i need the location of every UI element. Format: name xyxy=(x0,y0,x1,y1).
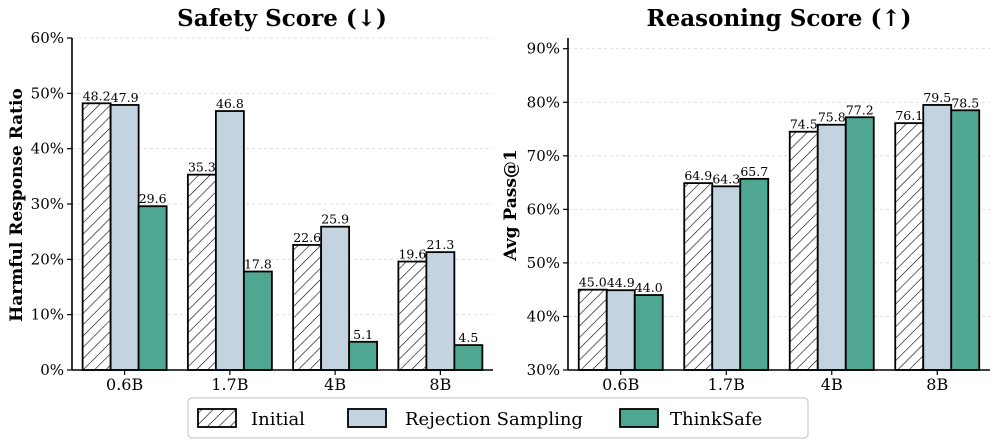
x-tick-label: 1.7B xyxy=(211,375,248,394)
data-label: 22.6 xyxy=(293,230,321,245)
bar-thinksafe xyxy=(739,177,770,371)
data-label: 35.3 xyxy=(188,160,216,175)
bar-rejection-sampling xyxy=(711,185,742,371)
bar-initial xyxy=(788,130,819,371)
bar-thinksafe xyxy=(844,116,875,371)
data-label: 44.0 xyxy=(635,280,663,295)
x-tick-label: 8B xyxy=(429,375,451,394)
data-label: 65.7 xyxy=(740,164,768,179)
legend: Initial Rejection Sampling ThinkSafe xyxy=(187,397,809,439)
bar-initial xyxy=(577,288,608,371)
legend-label-initial: Initial xyxy=(251,409,305,430)
x-tick-label: 4B xyxy=(324,375,346,394)
bar-thinksafe xyxy=(242,270,273,371)
y-tick-label: 20% xyxy=(31,250,64,268)
legend-label-rejection: Rejection Sampling xyxy=(405,409,583,430)
data-label: 46.8 xyxy=(216,96,244,111)
reasoning-chart-ylabel: Avg Pass@1 xyxy=(501,149,521,262)
bar-initial xyxy=(81,102,112,371)
safety-plot-area: 0% 10% 20% 30% 40% 50% 60% 48.2 47.9 29.6 0.6B 35.3… xyxy=(31,29,493,394)
data-label: 78.5 xyxy=(951,95,979,110)
x-tick-label: 1.7B xyxy=(708,375,745,394)
x-tick-label: 0.6B xyxy=(602,375,639,394)
safety-chart: Safety Score (↓) Harmful Response Ratio … xyxy=(7,5,493,394)
data-label: 76.1 xyxy=(895,108,923,123)
bar-initial xyxy=(292,244,323,371)
y-tick-label: 90% xyxy=(527,40,560,58)
bar-rejection-sampling xyxy=(109,104,140,371)
y-tick-label: 30% xyxy=(527,361,560,379)
legend-label-thinksafe: ThinkSafe xyxy=(670,409,762,430)
data-label: 47.9 xyxy=(111,90,139,105)
y-tick-label: 80% xyxy=(527,93,560,111)
data-label: 4.5 xyxy=(458,330,478,345)
bar-thinksafe xyxy=(950,109,981,371)
reasoning-chart-title: Reasoning Score (↑) xyxy=(647,5,912,32)
y-tick-label: 10% xyxy=(31,306,64,324)
reasoning-chart: Reasoning Score (↑) Avg Pass@1 30% 40% 50%… xyxy=(501,5,990,394)
bar-initial xyxy=(683,182,714,371)
x-tick-label: 0.6B xyxy=(106,375,143,394)
bar-initial xyxy=(186,173,217,371)
data-label: 25.9 xyxy=(321,212,349,227)
y-tick-label: 0% xyxy=(40,361,64,379)
data-label: 5.1 xyxy=(353,327,373,342)
data-label: 19.6 xyxy=(398,247,426,262)
data-label: 64.3 xyxy=(712,171,740,186)
bar-thinksafe xyxy=(453,344,484,371)
data-label: 48.2 xyxy=(83,88,111,103)
y-tick-label: 60% xyxy=(527,200,560,218)
data-label: 21.3 xyxy=(426,237,454,252)
data-label: 45.0 xyxy=(579,275,607,290)
bar-rejection-sampling xyxy=(922,104,953,371)
y-tick-label: 50% xyxy=(31,84,64,102)
reasoning-plot-area: 30% 40% 50% 60% 70% 80% 90% 45.0 44.9 44.0 0.6B 64.… xyxy=(527,38,990,394)
legend-frame xyxy=(187,397,809,439)
bar-thinksafe xyxy=(633,294,664,371)
bar-thinksafe xyxy=(348,340,379,371)
data-label: 75.8 xyxy=(818,110,846,125)
bar-initial xyxy=(894,122,925,371)
data-label: 44.9 xyxy=(607,275,635,290)
bar-thinksafe xyxy=(137,205,168,371)
y-tick-label: 40% xyxy=(31,140,64,158)
data-label: 79.5 xyxy=(923,90,951,105)
legend-swatch-initial xyxy=(197,408,237,428)
y-tick-label: 70% xyxy=(527,147,560,165)
data-label: 64.9 xyxy=(684,168,712,183)
y-tick-label: 60% xyxy=(31,29,64,47)
y-tick-label: 40% xyxy=(527,307,560,325)
safety-chart-ylabel: Harmful Response Ratio xyxy=(7,88,27,322)
data-label: 74.5 xyxy=(790,117,818,132)
safety-chart-title: Safety Score (↓) xyxy=(177,5,387,32)
x-tick-label: 4B xyxy=(821,375,843,394)
y-tick-label: 30% xyxy=(31,195,64,213)
bar-rejection-sampling xyxy=(214,110,245,371)
bar-rejection-sampling xyxy=(605,289,636,371)
data-label: 29.6 xyxy=(139,191,167,206)
bar-rejection-sampling xyxy=(425,251,456,371)
bar-rejection-sampling xyxy=(320,225,351,371)
x-tick-label: 8B xyxy=(926,375,948,394)
bar-rejection-sampling xyxy=(816,123,847,371)
data-label: 77.2 xyxy=(846,102,874,117)
data-label: 17.8 xyxy=(244,257,272,272)
legend-swatch-thinksafe xyxy=(619,408,659,428)
y-tick-label: 50% xyxy=(527,254,560,272)
legend-swatch-rejection xyxy=(347,408,387,428)
bar-initial xyxy=(397,260,428,371)
